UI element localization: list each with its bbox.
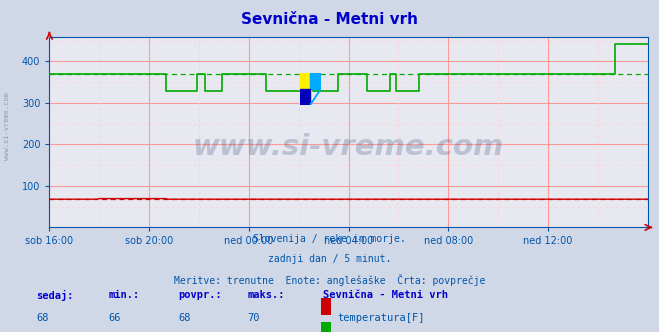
Text: min.:: min.:: [109, 290, 140, 299]
Text: 68: 68: [178, 313, 190, 323]
Text: Slovenija / reke in morje.: Slovenija / reke in morje.: [253, 234, 406, 244]
Text: sedaj:: sedaj:: [36, 290, 74, 300]
Text: Sevnična - Metni vrh: Sevnična - Metni vrh: [241, 12, 418, 27]
Text: maks.:: maks.:: [247, 290, 285, 299]
Text: povpr.:: povpr.:: [178, 290, 221, 299]
Text: www.si-vreme.com: www.si-vreme.com: [3, 92, 10, 160]
Text: zadnji dan / 5 minut.: zadnji dan / 5 minut.: [268, 254, 391, 264]
Bar: [300, 89, 310, 105]
Text: Sevnična - Metni vrh: Sevnična - Metni vrh: [323, 290, 448, 299]
Bar: [300, 73, 310, 89]
Text: 66: 66: [109, 313, 121, 323]
Text: Meritve: trenutne  Enote: anglešaške  Črta: povprečje: Meritve: trenutne Enote: anglešaške Črta…: [174, 274, 485, 286]
Text: temperatura[F]: temperatura[F]: [337, 313, 425, 323]
FancyArrow shape: [310, 90, 320, 105]
Text: 68: 68: [36, 313, 49, 323]
Text: www.si-vreme.com: www.si-vreme.com: [193, 133, 504, 161]
Text: 70: 70: [247, 313, 260, 323]
Bar: [310, 73, 321, 89]
